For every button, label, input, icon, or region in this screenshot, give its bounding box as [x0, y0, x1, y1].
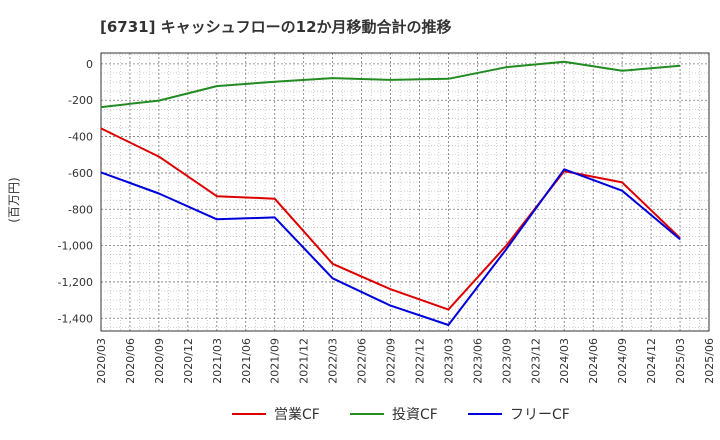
- x-tick-label: 2020/06: [124, 338, 137, 384]
- data-point: [216, 85, 218, 87]
- data-point: [332, 277, 334, 279]
- y-tick-label: -800: [68, 203, 93, 216]
- data-point: [505, 66, 507, 68]
- data-point: [390, 305, 392, 307]
- x-tick-label: 2021/03: [211, 338, 224, 384]
- x-tick-label: 2020/12: [182, 338, 195, 384]
- data-point: [158, 192, 160, 194]
- grid: [100, 53, 710, 331]
- x-tick-label: 2020/03: [95, 338, 108, 384]
- legend: 営業CF 投資CF フリーCF: [232, 407, 570, 423]
- data-point: [332, 263, 334, 265]
- x-tick-label: 2022/12: [413, 338, 426, 384]
- y-tick-label: -1,200: [58, 276, 93, 289]
- x-tick-label: 2022/03: [327, 338, 340, 384]
- x-tick-label: 2022/06: [356, 338, 369, 384]
- x-tick-label: 2024/12: [645, 338, 658, 384]
- data-point: [100, 106, 102, 108]
- y-axis-label: (百万円): [7, 177, 21, 222]
- data-point: [216, 218, 218, 220]
- data-point: [621, 70, 623, 72]
- y-tick-label: -600: [68, 167, 93, 180]
- data-point: [563, 168, 565, 170]
- data-point: [274, 216, 276, 218]
- data-point: [447, 309, 449, 311]
- data-point: [505, 248, 507, 250]
- data-point: [679, 65, 681, 67]
- legend-label: 投資CF: [392, 407, 438, 423]
- x-tick-label: 2022/09: [385, 338, 398, 384]
- x-tick-label: 2025/03: [674, 338, 687, 384]
- x-tick-label: 2021/12: [298, 338, 311, 384]
- x-tick-label: 2021/09: [269, 338, 282, 384]
- y-tick-label: 0: [86, 58, 93, 71]
- data-point: [100, 127, 102, 129]
- data-point: [390, 288, 392, 290]
- data-point: [332, 77, 334, 79]
- y-tick-label: -400: [68, 131, 93, 144]
- data-point: [158, 100, 160, 102]
- x-tick-label: 2023/09: [500, 338, 513, 384]
- data-point: [447, 324, 449, 326]
- data-point: [274, 81, 276, 83]
- data-point: [100, 171, 102, 173]
- x-tick-label: 2021/06: [240, 338, 253, 384]
- data-point: [447, 78, 449, 80]
- data-point: [563, 61, 565, 63]
- chart-title: [6731] キャッシュフローの12か月移動合計の推移: [100, 18, 452, 36]
- plot-area-frame: [100, 52, 710, 332]
- y-tick-label: -1,400: [58, 312, 93, 325]
- y-tick-label: -1,000: [58, 240, 93, 253]
- data-point: [274, 198, 276, 200]
- data-point: [679, 238, 681, 240]
- x-tick-label: 2023/03: [442, 338, 455, 384]
- x-tick-label: 2025/06: [703, 338, 716, 384]
- x-tick-label: 2024/03: [558, 338, 571, 384]
- x-tick-label: 2023/06: [471, 338, 484, 384]
- y-axis-ticks: 0 -200 -400 -600 -800 -1,000 -1,200 -1,400: [58, 58, 93, 325]
- data-point: [505, 245, 507, 247]
- data-point: [158, 156, 160, 158]
- y-tick-label: -200: [68, 94, 93, 107]
- x-tick-label: 2024/09: [616, 338, 629, 384]
- data-point: [621, 181, 623, 183]
- x-tick-label: 2020/09: [153, 338, 166, 384]
- series-lines: [100, 60, 681, 326]
- x-tick-label: 2023/12: [529, 338, 542, 384]
- legend-label: 営業CF: [274, 407, 320, 423]
- x-tick-label: 2024/06: [587, 338, 600, 384]
- data-point: [216, 195, 218, 197]
- data-point: [390, 79, 392, 81]
- x-axis-ticks: 2020/03 2020/06 2020/09 2020/12 2021/03 2021/…: [95, 338, 716, 384]
- legend-label: フリーCF: [510, 407, 570, 423]
- data-point: [621, 190, 623, 192]
